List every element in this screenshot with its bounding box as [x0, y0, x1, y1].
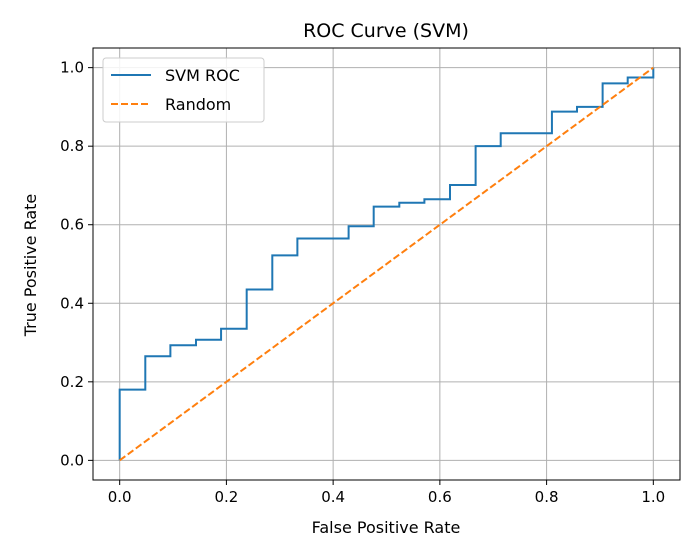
y-tick-label-5: 1.0	[60, 59, 84, 77]
y-axis-label: True Positive Rate	[21, 194, 40, 338]
legend-label-svm-roc: SVM ROC	[165, 66, 240, 85]
series-line-random	[119, 66, 654, 462]
x-axis-label: False Positive Rate	[312, 518, 461, 537]
y-tick-label-0: 0.0	[60, 451, 84, 469]
plot-frame	[92, 47, 681, 481]
x-tick-label-4: 0.8	[535, 488, 559, 506]
legend-label-random: Random	[165, 95, 231, 114]
series-layer	[118, 66, 655, 462]
grid	[93, 48, 680, 480]
x-tick-label-3: 0.6	[428, 488, 452, 506]
series-line-svm-roc	[118, 67, 655, 461]
y-tick-label-2: 0.4	[60, 294, 84, 312]
x-tick-label-5: 1.0	[641, 488, 665, 506]
x-tick-label-0: 0.0	[108, 488, 132, 506]
x-tick-label-1: 0.2	[214, 488, 238, 506]
y-tick-label-4: 0.8	[60, 137, 84, 155]
ticks: 0.0 0.2 0.4 0.6 0.8 1.0 0.0 0.2 0.4 0.6 0.8 1.0	[60, 59, 665, 506]
y-tick-label-3: 0.6	[60, 216, 84, 234]
y-tick-label-1: 0.2	[60, 373, 84, 391]
chart-title: ROC Curve (SVM)	[303, 20, 469, 42]
legend: SVM ROC Random	[102, 57, 265, 123]
x-tick-label-2: 0.4	[321, 488, 345, 506]
